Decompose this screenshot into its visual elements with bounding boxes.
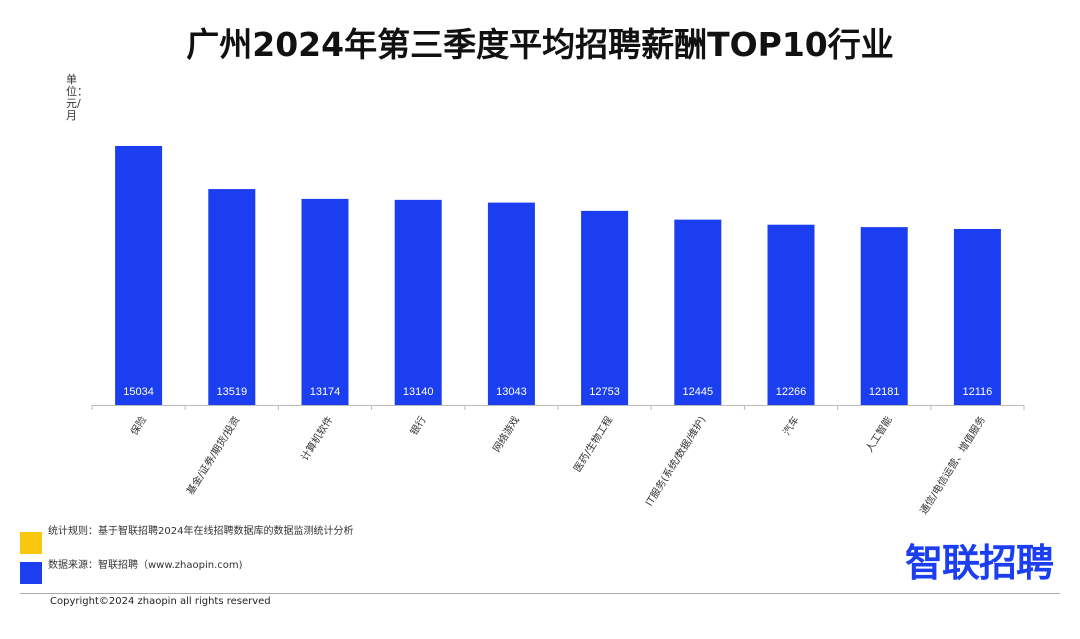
yellow-legend-square bbox=[20, 532, 42, 554]
data-label: 13519 bbox=[217, 386, 248, 398]
data-source-note: 数据来源：智联招聘（www.zhaopin.com) bbox=[48, 560, 243, 571]
data-label: 13043 bbox=[496, 386, 527, 398]
x-tick-label: 通信/电信运营、增值服务 bbox=[917, 414, 988, 517]
zhaopin-logo: 智联招聘 bbox=[905, 541, 1054, 585]
bar bbox=[953, 228, 1001, 405]
data-label: 12181 bbox=[869, 386, 900, 398]
x-tick-label: 基金/证券/期货/投资 bbox=[184, 414, 243, 497]
data-label: 15034 bbox=[123, 386, 154, 398]
x-tick-label: 汽车 bbox=[780, 414, 802, 438]
data-label: 13174 bbox=[310, 386, 341, 398]
x-tick-label: IT服务(系统/数据/维护) bbox=[642, 414, 708, 509]
chart-title: 广州2024年第三季度平均招聘薪酬TOP10行业 bbox=[186, 25, 894, 64]
x-tick-label: 保险 bbox=[128, 414, 150, 438]
data-label: 12266 bbox=[776, 386, 807, 398]
data-label: 12753 bbox=[589, 386, 620, 398]
bar bbox=[767, 224, 815, 405]
bar bbox=[860, 227, 908, 405]
bar bbox=[487, 202, 535, 405]
bar bbox=[301, 198, 349, 405]
statistics-rule-note: 统计规则：基于智联招聘2024年在线招聘数据库的数据监测统计分析 bbox=[48, 526, 354, 537]
data-label: 13140 bbox=[403, 386, 434, 398]
data-label: 12116 bbox=[963, 386, 993, 398]
bar bbox=[115, 145, 163, 405]
bar bbox=[394, 199, 442, 405]
bar bbox=[208, 189, 256, 405]
bar bbox=[581, 210, 629, 405]
bar bbox=[674, 219, 722, 405]
x-tick-label: 医药/生物工程 bbox=[571, 414, 616, 475]
data-label: 12445 bbox=[683, 386, 714, 398]
bar-chart: 15034 保险 13519 基金/证券/期货/投资 13174 计算机软件 13140 银行… bbox=[91, 145, 1025, 517]
x-tick-label: 计算机软件 bbox=[298, 414, 336, 463]
x-tick-label: 银行 bbox=[407, 414, 429, 438]
blue-legend-square bbox=[20, 562, 42, 584]
x-tick-label: 网络游戏 bbox=[490, 414, 522, 455]
footer-divider bbox=[20, 593, 1060, 594]
x-tick-label: 人工智能 bbox=[863, 414, 895, 455]
copyright-text: Copyright©2024 zhaopin all rights reserv… bbox=[50, 596, 271, 607]
